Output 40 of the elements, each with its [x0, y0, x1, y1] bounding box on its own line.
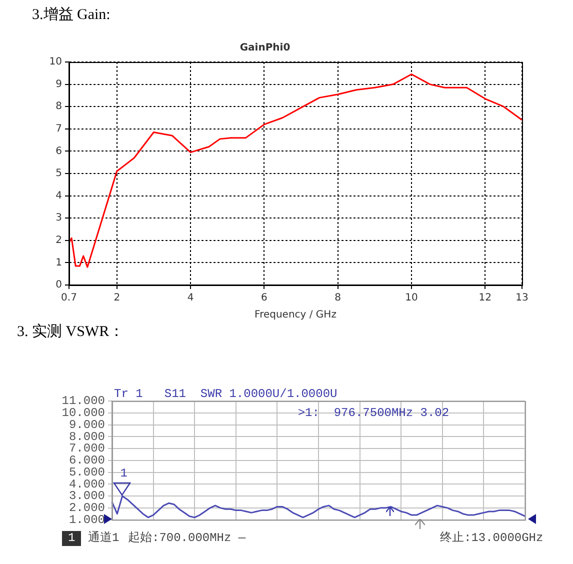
text: 起始:700.000MHz — — [128, 531, 246, 546]
y-tick-label: 6 — [56, 146, 62, 157]
y-tick-label: 6.000 — [68, 454, 105, 468]
y-tick-label: 4 — [56, 190, 62, 202]
annotation: >1: 976.7500MHz 3.02 — [298, 406, 450, 420]
y-tick-label: 10.000 — [62, 406, 105, 420]
y-tick-label: 9.000 — [68, 418, 105, 432]
annotation: 1 — [120, 466, 128, 481]
x-tick-label: 4 — [187, 292, 194, 304]
y-tick-label: 7 — [56, 123, 62, 134]
y-tick-label: 7.000 — [68, 442, 105, 456]
y-tick-label: 5 — [56, 168, 62, 180]
text: 通道1 — [88, 531, 120, 546]
y-tick-label: 0 — [56, 280, 62, 291]
x-tick-label: 10 — [405, 292, 418, 304]
x-tick-label: 8 — [334, 292, 342, 304]
y-tick-label: 9 — [56, 78, 62, 90]
chart-title: GainPhi0 — [240, 42, 290, 54]
y-tick-label: 10 — [49, 56, 62, 68]
y-tick-label: 1.000 — [68, 512, 105, 527]
y-tick-label: 8 — [56, 101, 62, 112]
y-tick-label: 3 — [56, 212, 62, 224]
x-tick-label: 0.7 — [61, 292, 77, 304]
text: 终止:13.0000GHz — [440, 531, 544, 546]
x-tick-label: 6 — [261, 292, 268, 304]
x-tick-label: 2 — [114, 292, 120, 304]
y-tick-label: 1 — [56, 257, 62, 268]
chart-title: Tr 1 S11 SWR 1.0000U/1.0000U — [114, 387, 338, 402]
x-tick-label: 12 — [478, 292, 492, 304]
y-tick-label: 2 — [56, 234, 62, 246]
y-tick-label: 5.000 — [68, 465, 105, 480]
text: 3. 实测 VSWR： — [17, 324, 124, 340]
x-axis-title: Frequency / GHz — [254, 310, 336, 321]
y-tick-label: 3.000 — [68, 489, 105, 504]
y-tick-label: 11.000 — [62, 394, 105, 408]
text: 3.增益 Gain: — [32, 7, 110, 23]
y-tick-label: 4.000 — [68, 477, 105, 492]
x-tick-label: 13 — [516, 292, 528, 304]
y-tick-label: 2.000 — [68, 501, 105, 516]
y-tick-label: 8.000 — [68, 430, 105, 444]
